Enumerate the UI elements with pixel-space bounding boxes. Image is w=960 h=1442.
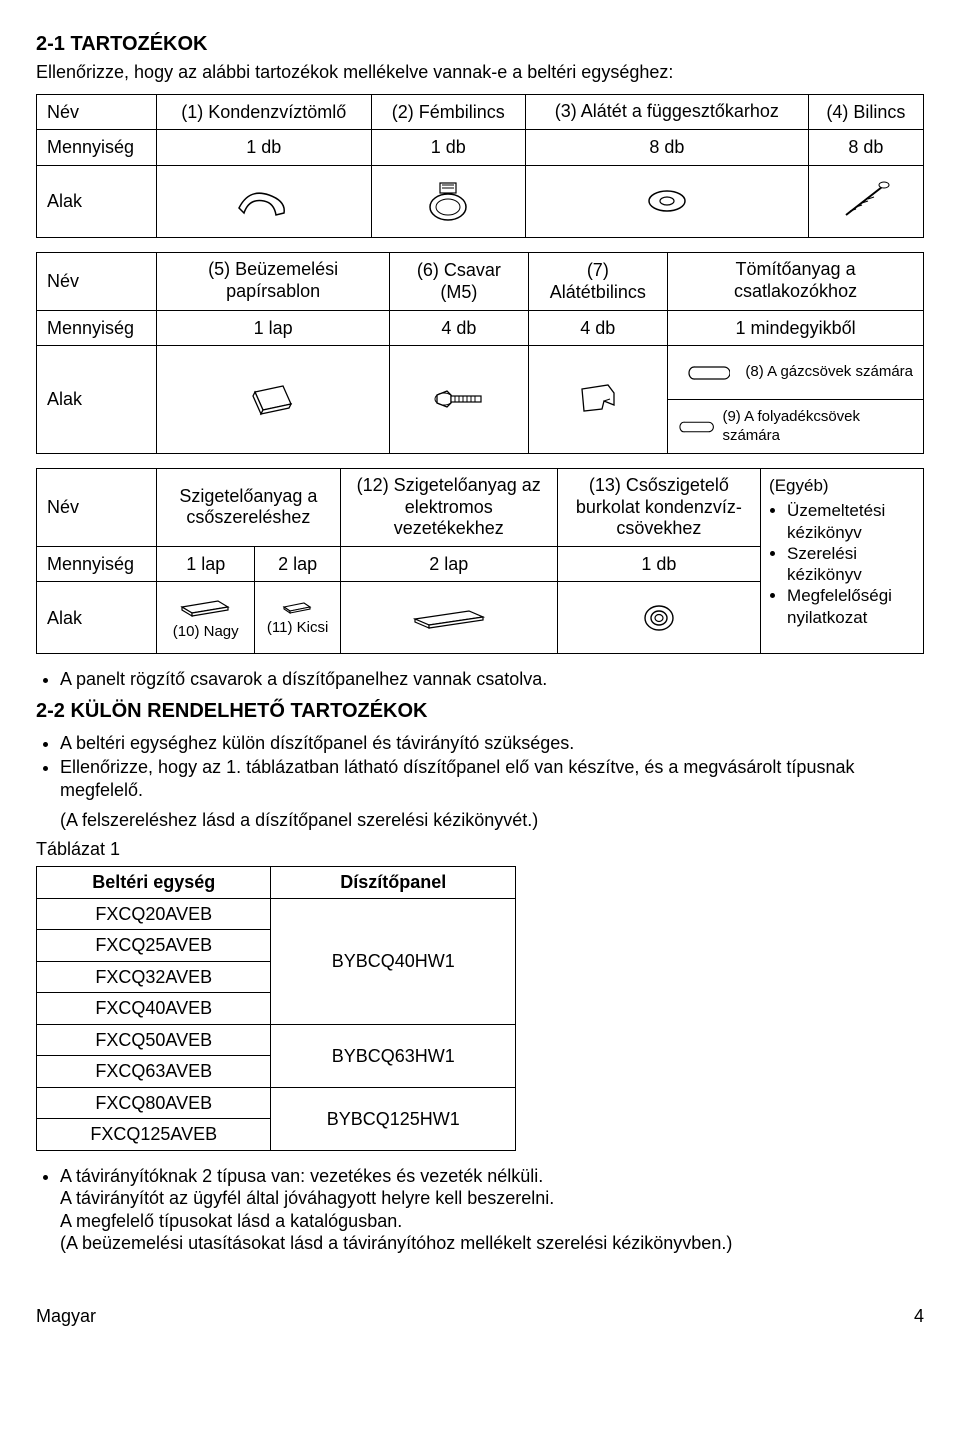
qty-11: 2 lap <box>255 546 340 582</box>
shape-screw-icon <box>808 165 923 237</box>
name-label: Név <box>37 94 157 130</box>
other-item-3: Megfelelőségi nyilatkozat <box>787 585 915 628</box>
col-1: (1) Kondenzvíztömlő <box>157 94 372 130</box>
panel-2: BYBCQ125HW1 <box>271 1087 516 1150</box>
unit-6: FXCQ80AVEB <box>37 1087 271 1119</box>
shape-sheet-icon <box>157 346 390 454</box>
unit-1: FXCQ25AVEB <box>37 930 271 962</box>
accessories-table-2: Név (5) Beüzemelési papírsablon (6) Csav… <box>36 252 924 455</box>
remote-note-1: A távirányítóknak 2 típusa van: vezetéke… <box>60 1166 543 1186</box>
section-2-1-intro: Ellenőrizze, hogy az alábbi tartozékok m… <box>36 61 924 84</box>
col-7: (7) Alátétbilincs <box>528 252 668 310</box>
note-after-table3: A panelt rögzítő csavarok a díszítőpanel… <box>36 668 924 691</box>
panel-1: BYBCQ63HW1 <box>271 1024 516 1087</box>
shape-10: (10) Nagy <box>157 582 255 654</box>
seal-9-label: (9) A folyadékcsövek számára <box>722 408 913 446</box>
page-footer: Magyar 4 <box>36 1305 924 1328</box>
shape-label: Alak <box>37 582 157 654</box>
qty-6: 4 db <box>390 310 528 346</box>
panel-0: BYBCQ40HW1 <box>271 898 516 1024</box>
shape-13 <box>557 582 760 654</box>
qty-label: Mennyiség <box>37 130 157 166</box>
col-8: Tömítőanyag a csatlakozókhoz <box>668 252 924 310</box>
paren-note: (A felszereléshez lásd a díszítőpanel sz… <box>36 809 924 832</box>
shape-label: Alak <box>37 346 157 454</box>
qty-label: Mennyiség <box>37 546 157 582</box>
other-title: (Egyéb) <box>769 476 829 495</box>
col-2: (2) Fémbilincs <box>371 94 526 130</box>
remote-note-block: A távirányítóknak 2 típusa van: vezetéke… <box>60 1165 924 1255</box>
col-panel: Díszítőpanel <box>271 867 516 899</box>
col-ins-pipe: Szigetelőanyag a csőszereléshez <box>157 469 341 547</box>
bullet-panel-remote: A beltéri egységhez külön díszítőpanel é… <box>60 732 924 755</box>
section-2-1-heading: 2-1 TARTOZÉKOK <box>36 32 924 57</box>
table1-caption: Táblázat 1 <box>36 838 924 861</box>
shape-10-label: (10) Nagy <box>167 623 244 642</box>
col-ins-drain: (13) Csőszigetelő burkolat kondenzvíz-cs… <box>557 469 760 547</box>
remote-note-2: A távirányítót az ügyfél által jóváhagyo… <box>60 1188 554 1208</box>
qty-1: 1 db <box>157 130 372 166</box>
footer-right: 4 <box>914 1305 924 1328</box>
unit-2: FXCQ32AVEB <box>37 961 271 993</box>
shape-seal-liquid: (9) A folyadékcsövek számára <box>668 400 924 454</box>
shape-11-label: (11) Kicsi <box>265 619 329 638</box>
col-3: (3) Alátét a függesztőkarhoz <box>526 94 809 130</box>
col-unit: Beltéri egység <box>37 867 271 899</box>
shape-clip-icon <box>528 346 668 454</box>
col-ins-elec: (12) Szigetelőanyag az elektromos vezeté… <box>340 469 557 547</box>
qty-13: 1 db <box>557 546 760 582</box>
accessories-table-3: Név Szigetelőanyag a csőszereléshez (12)… <box>36 468 924 654</box>
shape-12 <box>340 582 557 654</box>
shape-hose-icon <box>157 165 372 237</box>
accessories-table-1: Név (1) Kondenzvíztömlő (2) Fémbilincs (… <box>36 94 924 238</box>
footer-left: Magyar <box>36 1305 96 1328</box>
remote-note-4: (A beüzemelési utasításokat lásd a távir… <box>60 1233 732 1253</box>
qty-5: 1 lap <box>157 310 390 346</box>
unit-5: FXCQ63AVEB <box>37 1056 271 1088</box>
remote-notes: A távirányítóknak 2 típusa van: vezetéke… <box>36 1165 924 1255</box>
shape-washer-icon <box>526 165 809 237</box>
qty-4: 8 db <box>808 130 923 166</box>
section-2-2-bullets: A beltéri egységhez külön díszítőpanel é… <box>36 732 924 802</box>
other-item-2: Szerelési kézikönyv <box>787 543 915 586</box>
seal-8-label: (8) A gázcsövek számára <box>745 363 913 382</box>
name-label: Név <box>37 469 157 547</box>
remote-note-3: A megfelelő típusokat lásd a katalógusba… <box>60 1211 402 1231</box>
qty-12: 2 lap <box>340 546 557 582</box>
qty-label: Mennyiség <box>37 310 157 346</box>
col-5: (5) Beüzemelési papírsablon <box>157 252 390 310</box>
name-label: Név <box>37 252 157 310</box>
note-panel-screws: A panelt rögzítő csavarok a díszítőpanel… <box>60 668 924 691</box>
shape-seal-gas: (8) A gázcsövek számára <box>668 346 924 400</box>
unit-4: FXCQ50AVEB <box>37 1024 271 1056</box>
other-item-1: Üzemeltetési kézikönyv <box>787 500 915 543</box>
qty-3: 8 db <box>526 130 809 166</box>
col-4: (4) Bilincs <box>808 94 923 130</box>
section-2-2-heading: 2-2 KÜLÖN RENDELHETŐ TARTOZÉKOK <box>36 699 924 724</box>
shape-bolt-icon <box>390 346 528 454</box>
unit-7: FXCQ125AVEB <box>37 1119 271 1151</box>
other-cell: (Egyéb) Üzemeltetési kézikönyv Szerelési… <box>761 469 924 654</box>
shape-clamp-icon <box>371 165 526 237</box>
qty-8: 1 mindegyikből <box>668 310 924 346</box>
qty-10: 1 lap <box>157 546 255 582</box>
bullet-check-table1: Ellenőrizze, hogy az 1. táblázatban láth… <box>60 756 924 801</box>
panel-map-table: Beltéri egység Díszítőpanel FXCQ20AVEBBY… <box>36 866 516 1151</box>
unit-0: FXCQ20AVEB <box>37 898 271 930</box>
col-6: (6) Csavar (M5) <box>390 252 528 310</box>
shape-label: Alak <box>37 165 157 237</box>
unit-3: FXCQ40AVEB <box>37 993 271 1025</box>
shape-11: (11) Kicsi <box>255 582 340 654</box>
qty-2: 1 db <box>371 130 526 166</box>
qty-7: 4 db <box>528 310 668 346</box>
